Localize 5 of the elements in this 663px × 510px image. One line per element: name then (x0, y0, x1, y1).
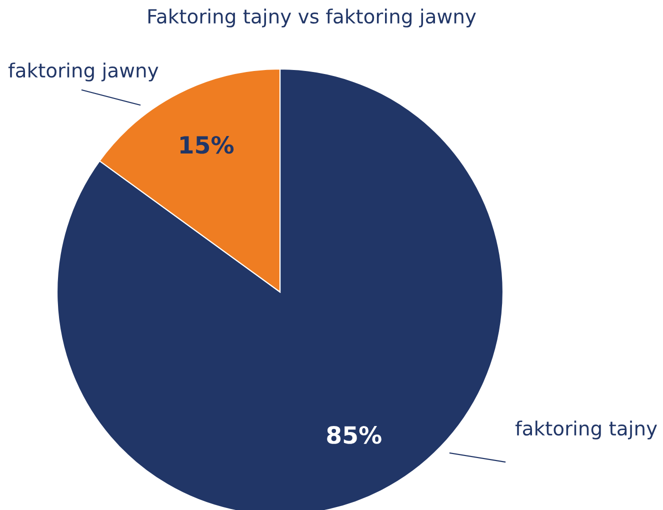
slice-label: faktoring jawny (8, 62, 158, 82)
data-label: 15% (180, 136, 234, 154)
slice-label: faktoring tajny (515, 420, 657, 440)
data-label: 85% (327, 426, 382, 444)
chart-title: Faktoring tajny vs faktoring jawny (148, 8, 476, 28)
